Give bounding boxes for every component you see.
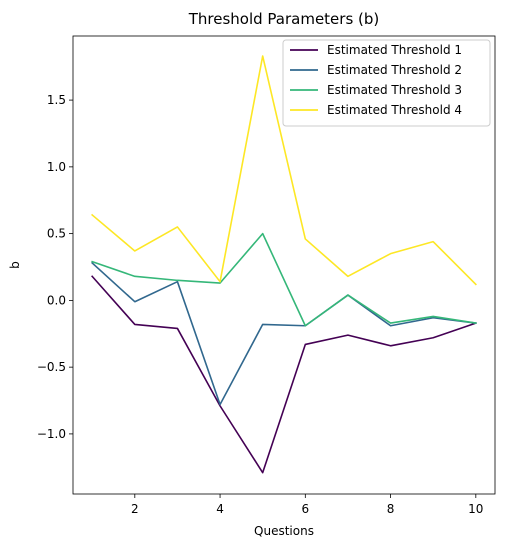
series-line-4 xyxy=(91,55,477,286)
y-axis-label: b xyxy=(8,261,22,269)
legend-box xyxy=(282,39,491,127)
legend: Estimated Threshold 1 Estimated Threshold… xyxy=(282,39,491,127)
x-tick-label: 4 xyxy=(216,502,224,516)
y-axis-ticks: −1.0 −0.5 0.0 0.5 1.0 1.5 xyxy=(37,93,73,441)
y-tick-label: 1.0 xyxy=(47,160,66,174)
y-tick-label: 0.0 xyxy=(47,293,66,307)
series-line-2 xyxy=(91,261,477,406)
plot-area: 2 4 6 8 10 −1.0 −0.5 0.0 0.5 1.0 1.5 xyxy=(37,35,496,516)
x-tick-label: 10 xyxy=(468,502,483,516)
plot-frame xyxy=(72,35,496,495)
x-tick-label: 2 xyxy=(131,502,139,516)
legend-label-2: Estimated Threshold 2 xyxy=(327,63,462,77)
series-line-1 xyxy=(91,275,477,474)
series-line-3 xyxy=(91,232,477,327)
x-tick-label: 6 xyxy=(301,502,309,516)
x-tick-label: 8 xyxy=(387,502,395,516)
y-tick-label: 0.5 xyxy=(47,227,66,241)
legend-items: Estimated Threshold 1 Estimated Threshold… xyxy=(290,43,462,117)
legend-label-1: Estimated Threshold 1 xyxy=(327,43,462,57)
x-axis-ticks: 2 4 6 8 10 xyxy=(131,494,483,516)
legend-label-4: Estimated Threshold 4 xyxy=(327,103,462,117)
y-tick-label: −0.5 xyxy=(37,360,66,374)
legend-label-3: Estimated Threshold 3 xyxy=(327,83,462,97)
x-axis-label: Questions xyxy=(254,524,314,538)
y-tick-label: 1.5 xyxy=(47,93,66,107)
series-lines xyxy=(91,55,477,474)
chart-title: Threshold Parameters (b) xyxy=(188,10,380,28)
y-tick-label: −1.0 xyxy=(37,427,66,441)
